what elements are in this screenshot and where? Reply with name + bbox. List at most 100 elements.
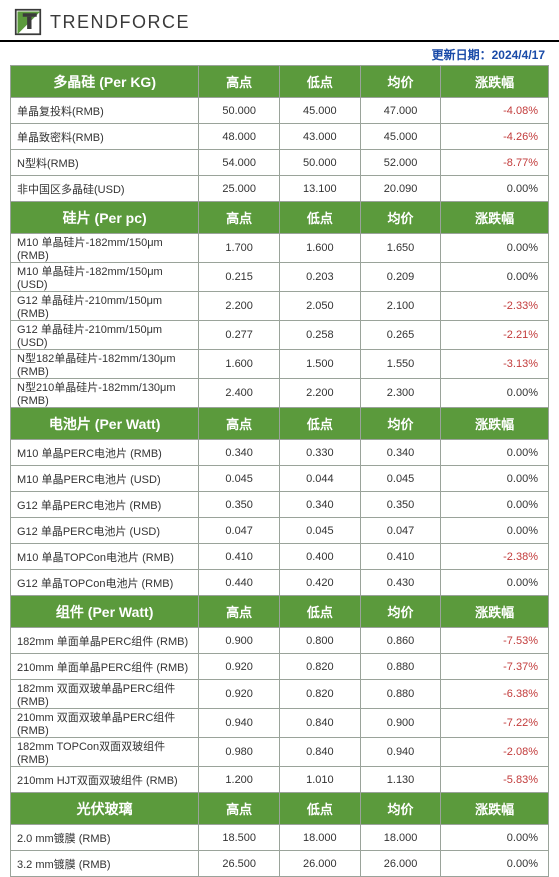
- section-header-row: 电池片 (Per Watt)高点低点均价涨跌幅: [11, 408, 549, 440]
- table-row: 非中国区多晶硅(USD)25.00013.10020.0900.00%: [11, 176, 549, 202]
- cell-high: 0.440: [199, 570, 280, 596]
- cell-low: 0.203: [280, 263, 361, 292]
- cell-high: 18.500: [199, 825, 280, 851]
- cell-high: 0.047: [199, 518, 280, 544]
- cell-chg: 0.00%: [441, 234, 549, 263]
- section-title: 电池片 (Per Watt): [11, 408, 199, 440]
- cell-low: 13.100: [280, 176, 361, 202]
- table-row: G12 单晶硅片-210mm/150μm (RMB)2.2002.0502.10…: [11, 292, 549, 321]
- cell-low: 18.000: [280, 825, 361, 851]
- cell-low: 2.050: [280, 292, 361, 321]
- table-row: M10 单晶硅片-182mm/150μm (RMB)1.7001.6001.65…: [11, 234, 549, 263]
- cell-avg: 1.650: [360, 234, 441, 263]
- cell-chg: 0.00%: [441, 263, 549, 292]
- cell-avg: 0.340: [360, 440, 441, 466]
- cell-high: 2.200: [199, 292, 280, 321]
- cell-low: 0.840: [280, 709, 361, 738]
- cell-high: 48.000: [199, 124, 280, 150]
- col-low: 低点: [280, 66, 361, 98]
- col-avg: 均价: [360, 408, 441, 440]
- cell-low: 1.600: [280, 234, 361, 263]
- cell-low: 0.800: [280, 628, 361, 654]
- section-title: 硅片 (Per pc): [11, 202, 199, 234]
- col-chg: 涨跌幅: [441, 66, 549, 98]
- col-chg: 涨跌幅: [441, 793, 549, 825]
- col-avg: 均价: [360, 793, 441, 825]
- table-row: N型料(RMB)54.00050.00052.000-8.77%: [11, 150, 549, 176]
- cell-high: 0.350: [199, 492, 280, 518]
- cell-low: 45.000: [280, 98, 361, 124]
- section-header-row: 硅片 (Per pc)高点低点均价涨跌幅: [11, 202, 549, 234]
- table-row: 2.0 mm镀膜 (RMB)18.50018.00018.0000.00%: [11, 825, 549, 851]
- cell-high: 0.215: [199, 263, 280, 292]
- cell-low: 43.000: [280, 124, 361, 150]
- cell-high: 0.920: [199, 680, 280, 709]
- cell-high: 0.277: [199, 321, 280, 350]
- table-row: N型210单晶硅片-182mm/130μm (RMB)2.4002.2002.3…: [11, 379, 549, 408]
- cell-high: 0.940: [199, 709, 280, 738]
- row-label: 210mm HJT双面双玻组件 (RMB): [11, 767, 199, 793]
- header: TRENDFORCE: [0, 0, 559, 42]
- cell-low: 0.820: [280, 654, 361, 680]
- cell-chg: -2.21%: [441, 321, 549, 350]
- table-row: M10 单晶硅片-182mm/150μm (USD)0.2150.2030.20…: [11, 263, 549, 292]
- row-label: G12 单晶硅片-210mm/150μm (RMB): [11, 292, 199, 321]
- row-label: M10 单晶PERC电池片 (RMB): [11, 440, 199, 466]
- cell-high: 0.900: [199, 628, 280, 654]
- table-row: 182mm 双面双玻单晶PERC组件 (RMB)0.9200.8200.880-…: [11, 680, 549, 709]
- update-label: 更新日期：: [432, 48, 492, 62]
- row-label: 182mm 双面双玻单晶PERC组件 (RMB): [11, 680, 199, 709]
- cell-high: 1.700: [199, 234, 280, 263]
- col-avg: 均价: [360, 596, 441, 628]
- cell-avg: 0.350: [360, 492, 441, 518]
- row-label: G12 单晶PERC电池片 (RMB): [11, 492, 199, 518]
- table-row: 单晶复投料(RMB)50.00045.00047.000-4.08%: [11, 98, 549, 124]
- row-label: M10 单晶PERC电池片 (USD): [11, 466, 199, 492]
- table-row: M10 单晶PERC电池片 (RMB)0.3400.3300.3400.00%: [11, 440, 549, 466]
- cell-chg: -4.08%: [441, 98, 549, 124]
- row-label: G12 单晶硅片-210mm/150μm (USD): [11, 321, 199, 350]
- section-title: 光伏玻璃: [11, 793, 199, 825]
- cell-chg: -4.26%: [441, 124, 549, 150]
- section-title: 组件 (Per Watt): [11, 596, 199, 628]
- row-label: 182mm 单面单晶PERC组件 (RMB): [11, 628, 199, 654]
- cell-chg: 0.00%: [441, 492, 549, 518]
- table-row: G12 单晶TOPCon电池片 (RMB)0.4400.4200.4300.00…: [11, 570, 549, 596]
- table-row: 210mm 双面双玻单晶PERC组件 (RMB)0.9400.8400.900-…: [11, 709, 549, 738]
- cell-chg: 0.00%: [441, 518, 549, 544]
- update-date-row: 更新日期：2024/4/17: [0, 42, 559, 65]
- cell-low: 0.420: [280, 570, 361, 596]
- cell-avg: 0.880: [360, 654, 441, 680]
- cell-avg: 0.430: [360, 570, 441, 596]
- col-avg: 均价: [360, 202, 441, 234]
- cell-avg: 0.860: [360, 628, 441, 654]
- cell-high: 25.000: [199, 176, 280, 202]
- col-low: 低点: [280, 202, 361, 234]
- price-table: 多晶硅 (Per KG)高点低点均价涨跌幅单晶复投料(RMB)50.00045.…: [10, 65, 549, 877]
- cell-avg: 1.550: [360, 350, 441, 379]
- cell-avg: 47.000: [360, 98, 441, 124]
- section-header-row: 光伏玻璃高点低点均价涨跌幅: [11, 793, 549, 825]
- cell-chg: -7.37%: [441, 654, 549, 680]
- cell-high: 1.200: [199, 767, 280, 793]
- cell-low: 0.258: [280, 321, 361, 350]
- section-header-row: 多晶硅 (Per KG)高点低点均价涨跌幅: [11, 66, 549, 98]
- cell-chg: 0.00%: [441, 570, 549, 596]
- cell-avg: 0.047: [360, 518, 441, 544]
- cell-avg: 45.000: [360, 124, 441, 150]
- cell-avg: 20.090: [360, 176, 441, 202]
- table-row: 3.2 mm镀膜 (RMB)26.50026.00026.0000.00%: [11, 851, 549, 877]
- cell-low: 0.044: [280, 466, 361, 492]
- cell-high: 0.920: [199, 654, 280, 680]
- cell-low: 1.010: [280, 767, 361, 793]
- cell-high: 0.340: [199, 440, 280, 466]
- cell-low: 0.045: [280, 518, 361, 544]
- cell-chg: 0.00%: [441, 825, 549, 851]
- cell-low: 0.400: [280, 544, 361, 570]
- row-label: 3.2 mm镀膜 (RMB): [11, 851, 199, 877]
- cell-low: 0.340: [280, 492, 361, 518]
- row-label: 2.0 mm镀膜 (RMB): [11, 825, 199, 851]
- col-high: 高点: [199, 202, 280, 234]
- col-low: 低点: [280, 408, 361, 440]
- update-date: 2024/4/17: [492, 48, 545, 62]
